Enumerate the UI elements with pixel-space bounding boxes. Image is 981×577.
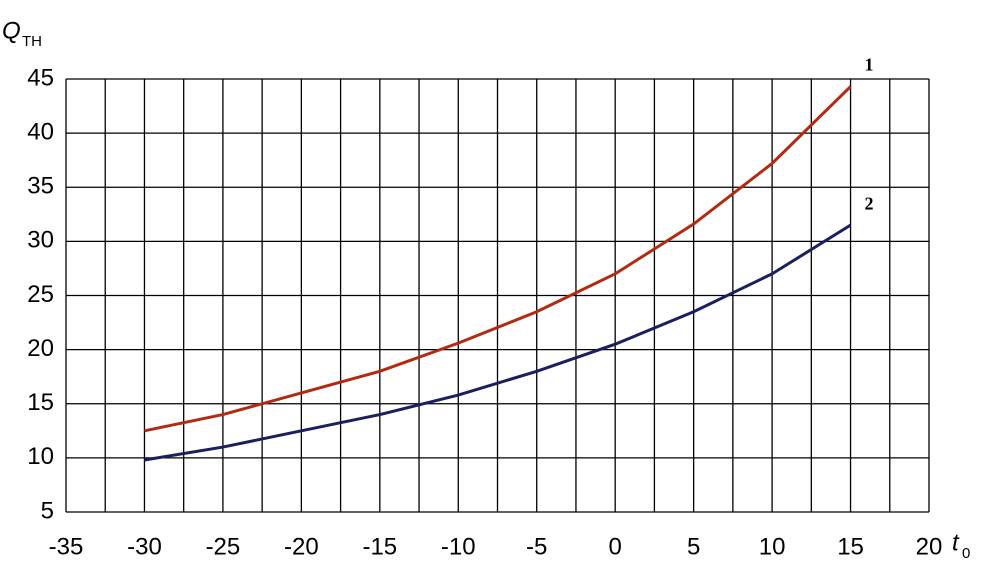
y-tick-label: 5 bbox=[41, 497, 54, 524]
x-axis-label-sub: 0 bbox=[962, 545, 970, 562]
y-tick-label: 30 bbox=[27, 227, 54, 254]
y-tick-label: 45 bbox=[27, 64, 54, 91]
y-axis-label: Q bbox=[2, 17, 21, 44]
y-tick-label: 15 bbox=[27, 389, 54, 416]
series-label: 1 bbox=[865, 55, 874, 75]
series-line bbox=[144, 223, 852, 462]
y-tick-label: 20 bbox=[27, 335, 54, 362]
x-tick-label: -35 bbox=[49, 533, 84, 560]
x-tick-label: 15 bbox=[837, 533, 864, 560]
y-tick-label: 40 bbox=[27, 118, 54, 145]
y-tick-label: 25 bbox=[27, 281, 54, 308]
x-tick-label: 5 bbox=[687, 533, 700, 560]
x-tick-label: 0 bbox=[609, 533, 622, 560]
x-axis-label: t bbox=[952, 529, 960, 556]
x-tick-label: -20 bbox=[284, 533, 319, 560]
x-tick-label: -10 bbox=[441, 533, 476, 560]
x-tick-label: 10 bbox=[759, 533, 786, 560]
y-axis-label-sub: TH bbox=[22, 33, 42, 50]
x-tick-label: -30 bbox=[127, 533, 162, 560]
x-tick-label: 20 bbox=[916, 533, 943, 560]
x-tick-label: -25 bbox=[206, 533, 241, 560]
series-line bbox=[144, 85, 852, 433]
y-tick-label: 10 bbox=[27, 443, 54, 470]
x-tick-label: -5 bbox=[526, 533, 547, 560]
series-label: 2 bbox=[865, 193, 874, 213]
y-tick-label: 35 bbox=[27, 173, 54, 200]
x-tick-label: -15 bbox=[362, 533, 397, 560]
